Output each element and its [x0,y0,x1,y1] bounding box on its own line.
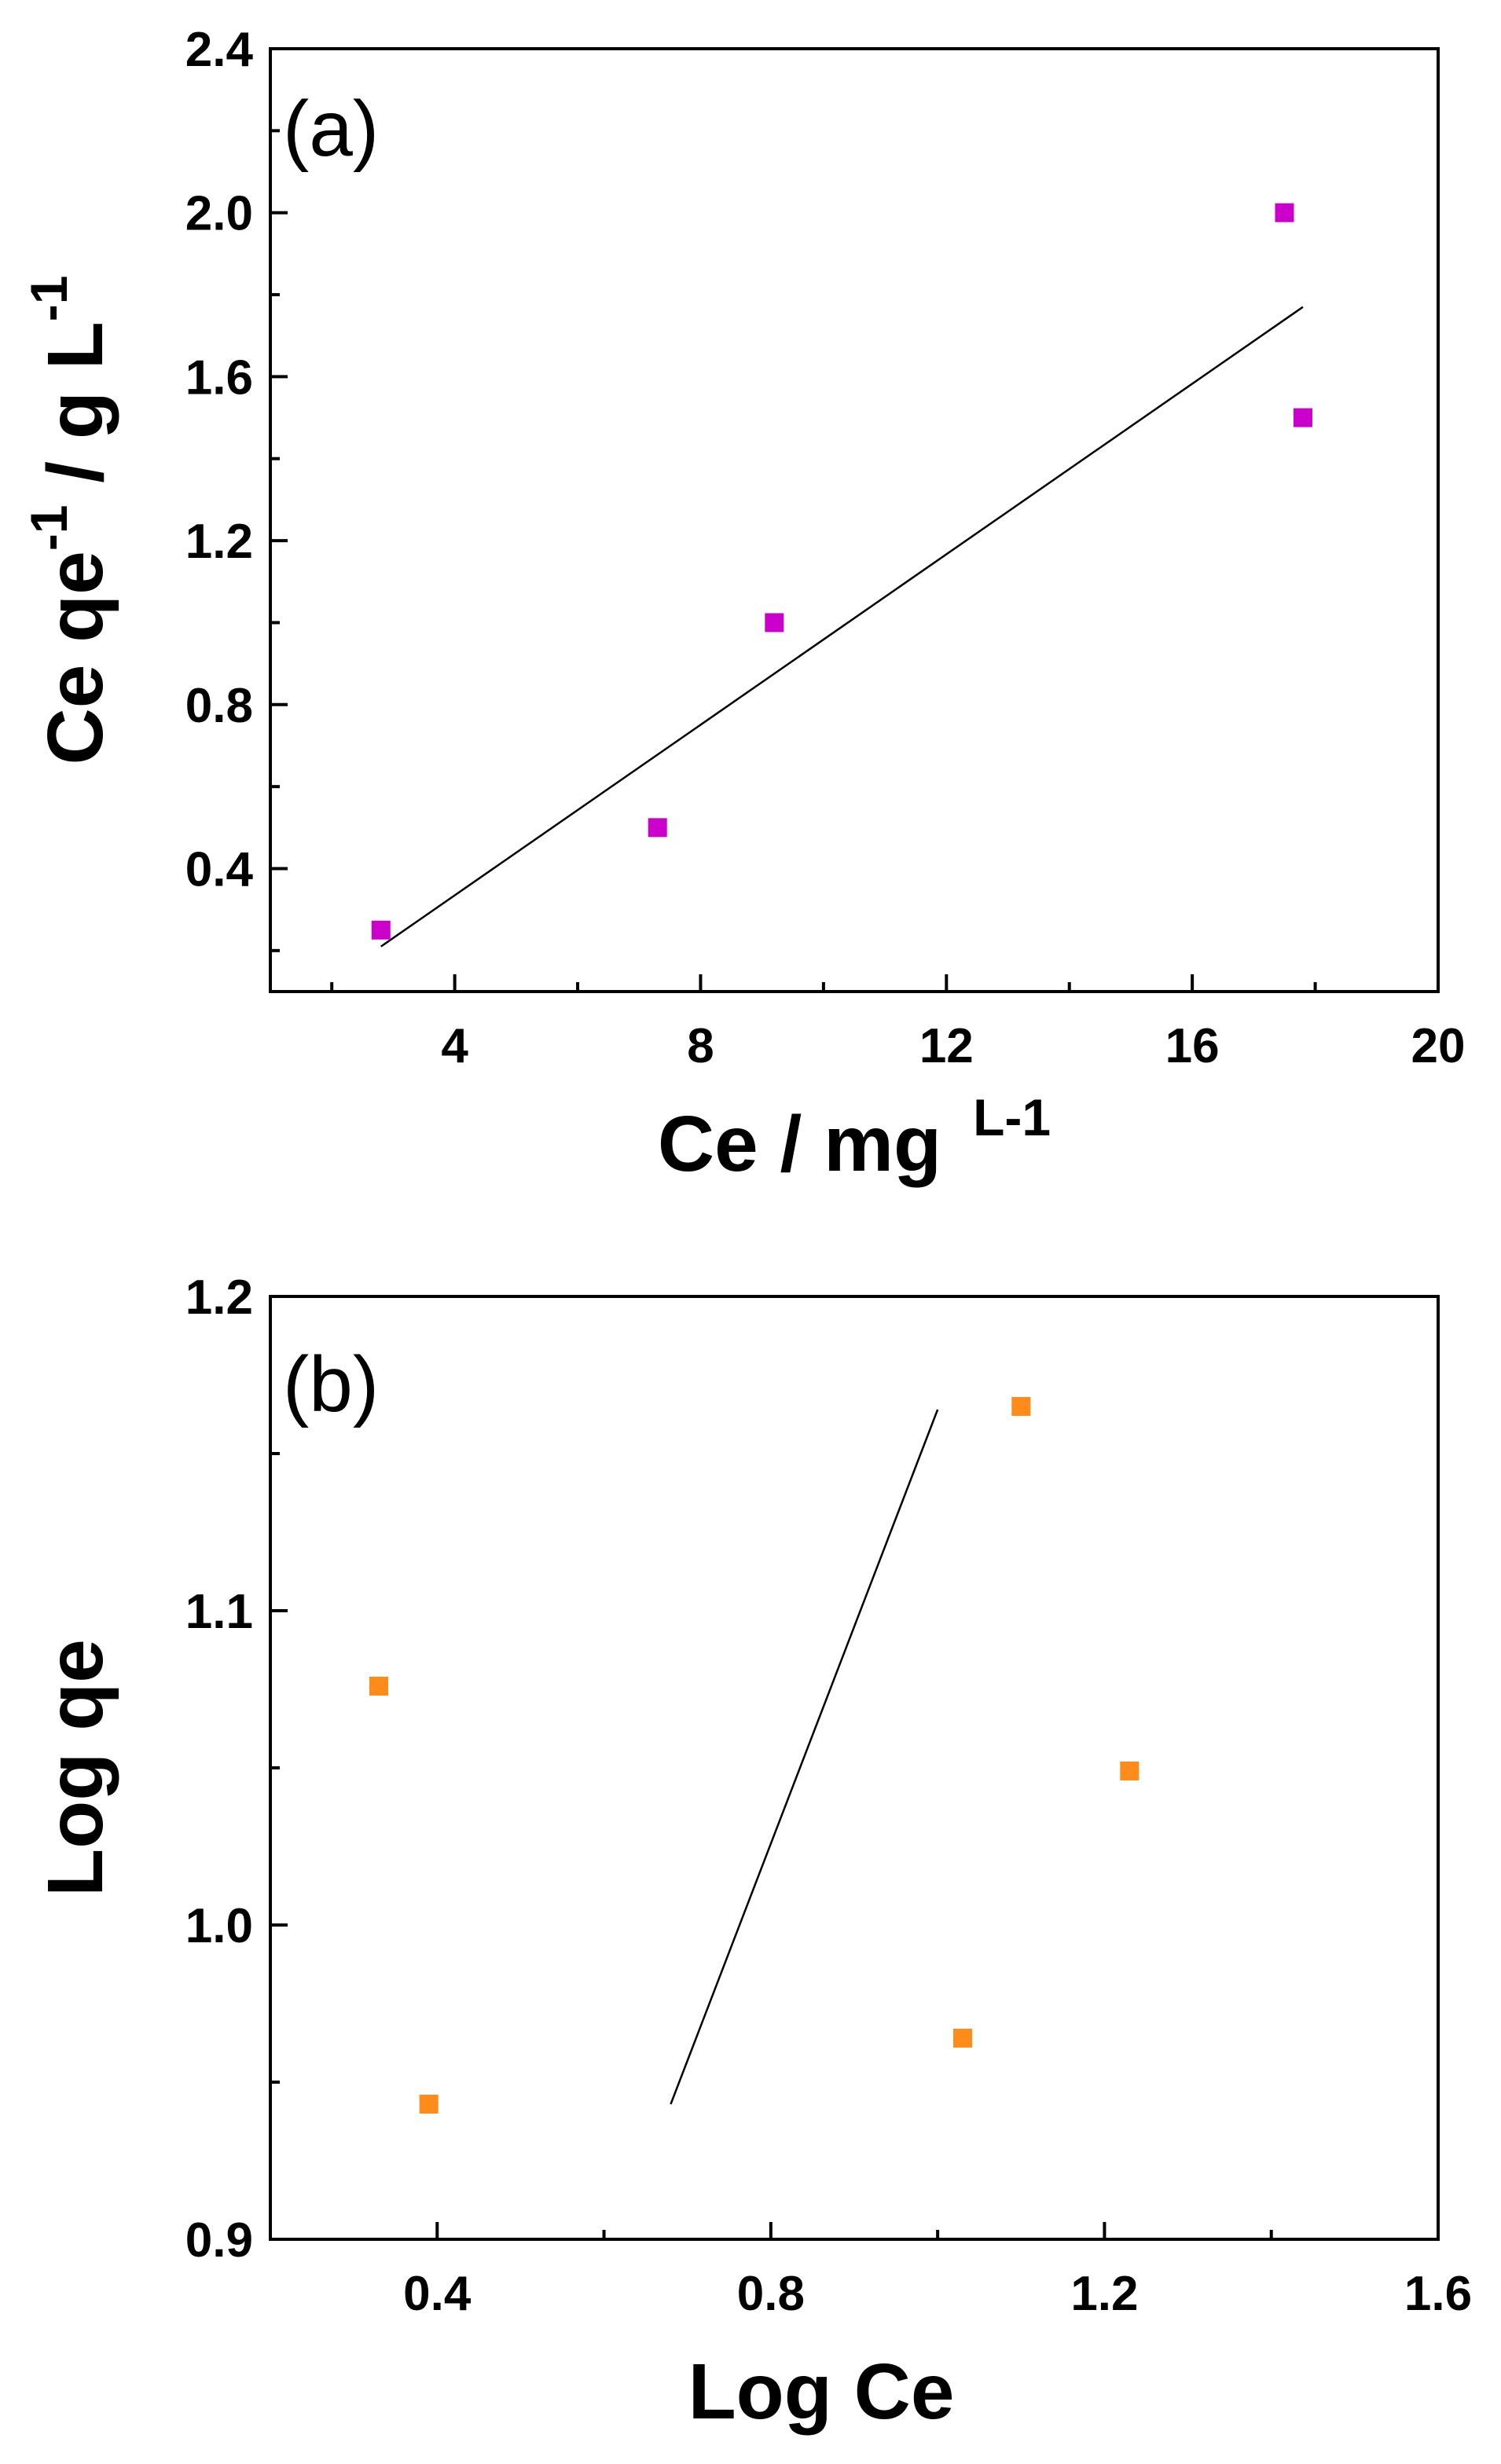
y-tick-label-b: 0.9 [185,2213,253,2268]
fit-line-a [380,306,1304,948]
data-point-a [648,818,667,838]
x-tick-label-b: 0.4 [403,2267,472,2321]
data-point-b [1120,1762,1140,1780]
x-tick-label-a: 4 [441,1019,468,1073]
y-tick-label-b: 1.0 [185,1899,253,1953]
x-tick-label-b: 0.8 [737,2267,805,2321]
y-tick-label-a: 2.0 [185,187,253,241]
y-axis-title-b: Log qe [31,1639,119,1897]
plot-frame-a [269,47,1440,993]
data-point-a [371,920,391,940]
y-axis-title-a: Ce qe-1 / g L-1 [20,275,119,764]
x-tick-label-a: 8 [687,1019,714,1073]
y-tick-label-a: 2.4 [185,23,254,77]
fit-line-b [670,1409,939,2105]
x-tick-label-a: 20 [1411,1019,1466,1073]
markers-b [369,1397,1140,2114]
x-ticks-b: 0.4 0.8 1.2 1.6 [269,2222,1472,2321]
markers-a [371,203,1312,940]
x-tick-label-a: 16 [1165,1019,1220,1073]
x-axis-title-a: Ce / mg L-1 [658,1088,1051,1188]
data-point-a [1293,408,1312,427]
panel-label-a: (a) [283,85,379,173]
chart-panel-a: 0.4 0.8 1.2 1.6 2.0 2.4 4 8 12 16 20 (a) Ce / mg L… [20,23,1466,1188]
y-ticks-b: 0.9 1.0 1.1 1.2 [185,1270,288,2268]
data-point-b [419,2095,439,2114]
x-tick-label-b: 1.6 [1404,2267,1472,2321]
panel-label-b: (b) [283,1340,379,1428]
x-axis-title-b: Log Ce [688,2348,955,2436]
chart-panel-b: 0.9 1.0 1.1 1.2 0.4 0.8 1.2 1.6 (b) Log Ce Log… [31,1270,1472,2436]
data-point-b [1011,1397,1031,1416]
y-tick-label-a: 1.6 [185,350,253,405]
y-tick-label-b: 1.2 [185,1270,253,1325]
data-point-a [1275,203,1294,222]
x-tick-label-b: 1.2 [1070,2267,1138,2321]
y-tick-label-a: 1.2 [185,515,253,569]
y-tick-label-a: 0.8 [185,679,253,733]
plot-frame-b [269,1295,1440,2241]
data-point-b [369,1677,388,1696]
data-point-a [765,613,784,632]
y-ticks-a: 0.4 0.8 1.2 1.6 2.0 2.4 [185,23,288,952]
x-tick-label-a: 12 [919,1019,974,1073]
x-ticks-a: 4 8 12 16 20 [330,974,1466,1073]
y-tick-label-a: 0.4 [185,842,254,896]
y-tick-label-b: 1.1 [185,1585,253,1639]
data-point-b [952,2029,972,2048]
